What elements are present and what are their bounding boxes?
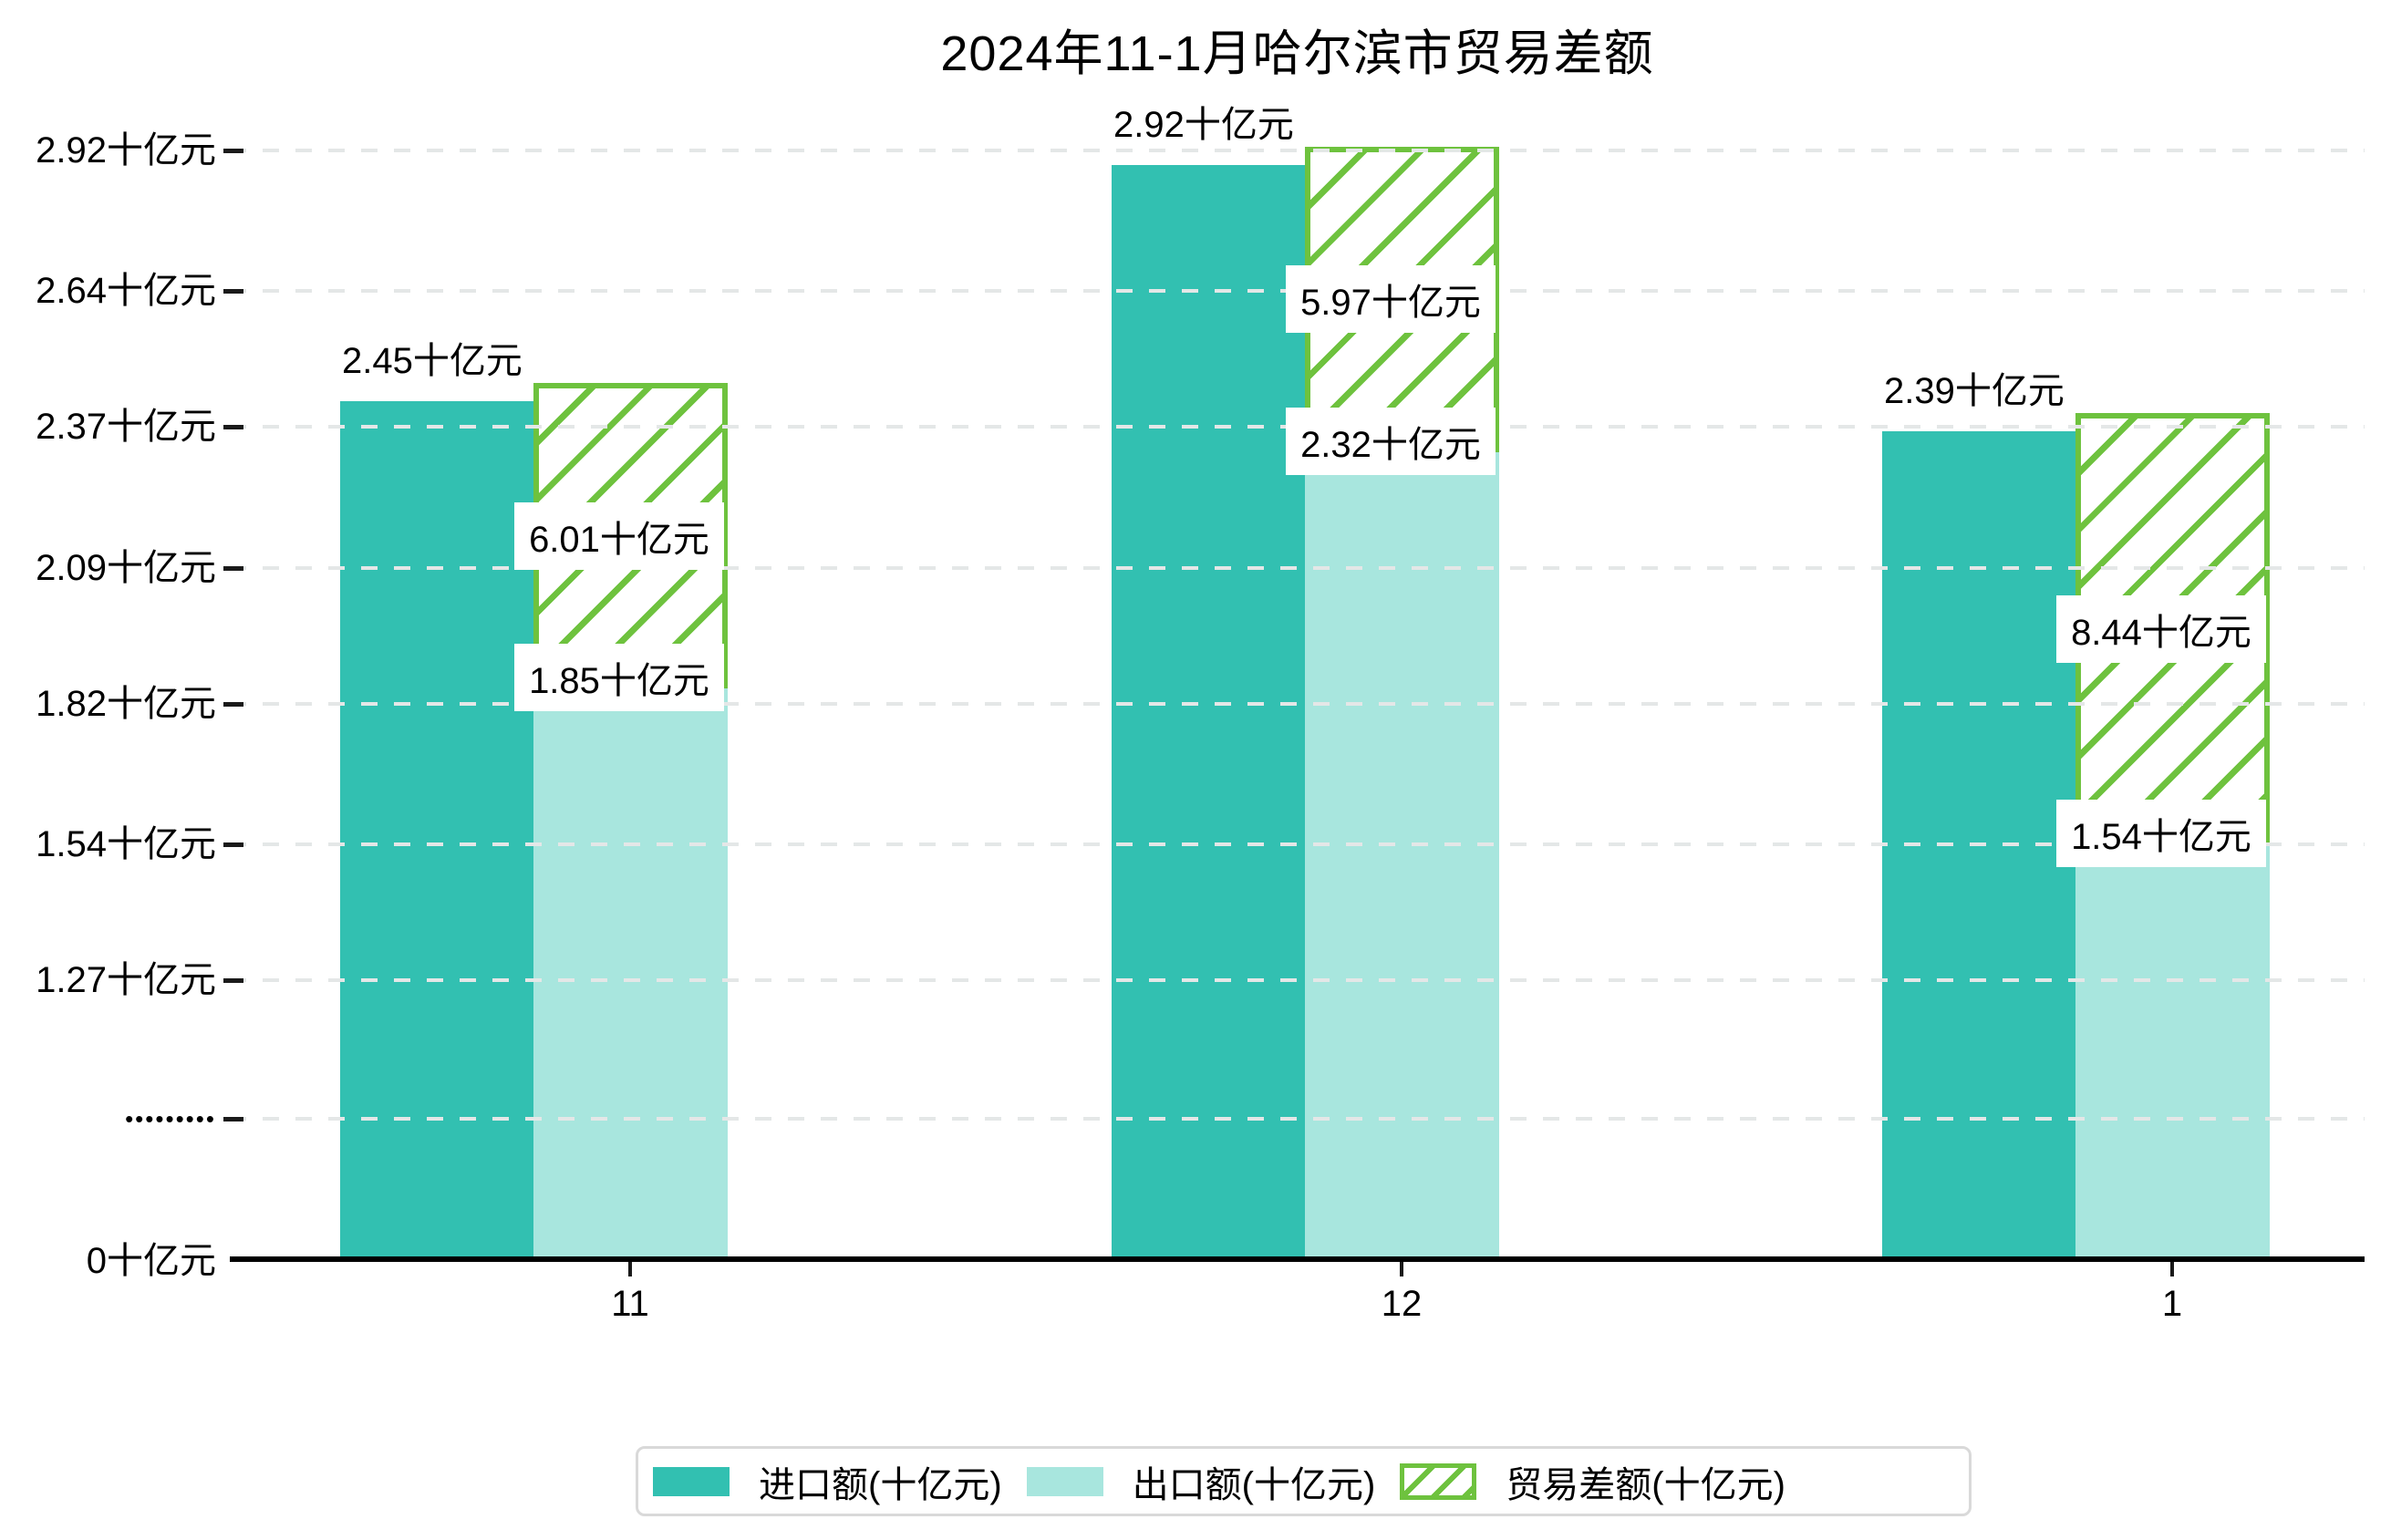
y-tick-mark-2 [223,289,243,295]
import-value-label-1: 2.39十亿元 [1884,371,2065,412]
y-tick-mark-6 [223,842,243,848]
export-bar-12[interactable] [1305,451,1499,1256]
y-tick-label-1: 2.92十亿元 [36,130,216,171]
x-tick-label-12: 12 [1381,1284,1423,1324]
y-tick-mark-1 [223,149,243,153]
y-tick-label-2: 2.64十亿元 [36,271,216,312]
y-tick-label-8: ••••••••• [125,1105,216,1132]
x-tick-mark-11 [628,1262,632,1276]
export-swatch-icon [1026,1466,1103,1496]
y-tick-label-5: 1.82十亿元 [36,683,216,724]
gridline-1.54十亿元 [230,842,2365,847]
export-value-label-11: 1.85十亿元 [514,644,724,712]
chart-title: 2024年11-1月哈尔滨市贸易差额 [940,26,1654,81]
x-axis-line [230,1256,2365,1262]
x-tick-label-1: 1 [2161,1284,2183,1324]
legend-label-diff: 贸易差额(十亿元) [1506,1464,1785,1505]
gridline-1.27十亿元 [230,978,2365,982]
x-tick-mark-12 [1400,1262,1403,1276]
import-bar-12[interactable] [1112,165,1305,1256]
legend-item-diff[interactable]: 贸易差额(十亿元) [1400,1455,1785,1508]
gridline-••••••••• [230,1117,2365,1121]
legend-item-export[interactable]: 出口额(十亿元) [1026,1455,1376,1508]
y-tick-mark-3 [223,425,243,430]
import-value-label-11: 2.45十亿元 [342,341,523,382]
trade-diff-value-label-11: 6.01十亿元 [514,501,724,570]
y-tick-mark-7 [223,978,243,983]
y-tick-mark-8 [223,1117,243,1121]
y-tick-label-3: 2.37十亿元 [36,407,216,448]
legend-label-import: 进口额(十亿元) [759,1464,1002,1505]
export-bar-11[interactable] [533,688,728,1256]
import-value-label-12: 2.92十亿元 [1113,105,1294,145]
import-swatch-icon [653,1466,730,1496]
import-bar-11[interactable] [340,401,533,1256]
y-tick-mark-5 [223,701,243,707]
y-tick-label-7: 1.27十亿元 [36,960,216,1000]
gridline-1.82十亿元 [230,701,2365,706]
gridline-2.09十亿元 [230,565,2365,570]
x-tick-mark-1 [2170,1262,2174,1276]
export-value-label-12: 2.32十亿元 [1286,407,1496,475]
trade-diff-value-label-12: 5.97十亿元 [1286,265,1496,334]
diff-hatch-swatch-icon [1400,1462,1477,1500]
export-value-label-1: 1.54十亿元 [2056,800,2266,868]
y-tick-label-4: 2.09十亿元 [36,547,216,588]
export-bar-1[interactable] [2075,844,2270,1256]
legend-label-export: 出口额(十亿元) [1132,1464,1376,1505]
gridline-2.92十亿元 [230,149,2365,152]
y-tick-mark-4 [223,565,243,571]
legend: 进口额(十亿元) 出口额(十亿元) 贸易差额(十亿元) [636,1446,1972,1516]
y-tick-label-6: 1.54十亿元 [36,824,216,865]
x-tick-label-11: 11 [611,1284,649,1324]
trade-diff-value-label-1: 8.44十亿元 [2056,594,2266,663]
y-tick-label-9: 0十亿元 [86,1241,216,1281]
legend-item-import[interactable]: 进口额(十亿元) [653,1455,1002,1508]
